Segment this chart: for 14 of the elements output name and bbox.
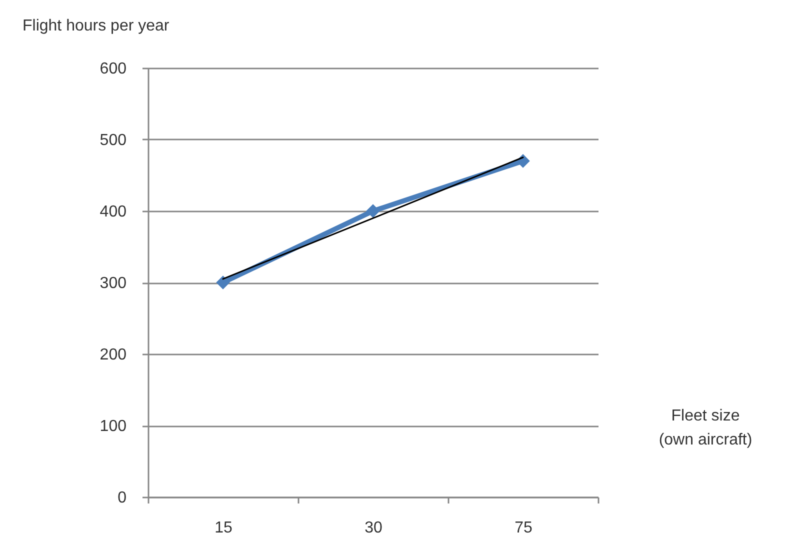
x-axis-title: Fleet size (own aircraft)	[658, 408, 752, 448]
y-tick-label: 300	[100, 275, 127, 292]
point	[216, 276, 230, 290]
point	[366, 204, 380, 218]
x-tick-label: 30	[364, 520, 382, 536]
x-tick-label: 75	[514, 520, 532, 536]
y-tick-label: 400	[100, 204, 127, 220]
x-tick-label: 15	[214, 520, 232, 536]
y-tick-label: 0	[118, 490, 127, 506]
y-tick-label: 600	[100, 60, 127, 78]
y-tick-label: 500	[100, 132, 127, 149]
y-axis-title: Flight hours per year	[22, 18, 170, 34]
y-tick-label: 200	[100, 346, 127, 364]
y-tick-label: 100	[100, 418, 127, 435]
